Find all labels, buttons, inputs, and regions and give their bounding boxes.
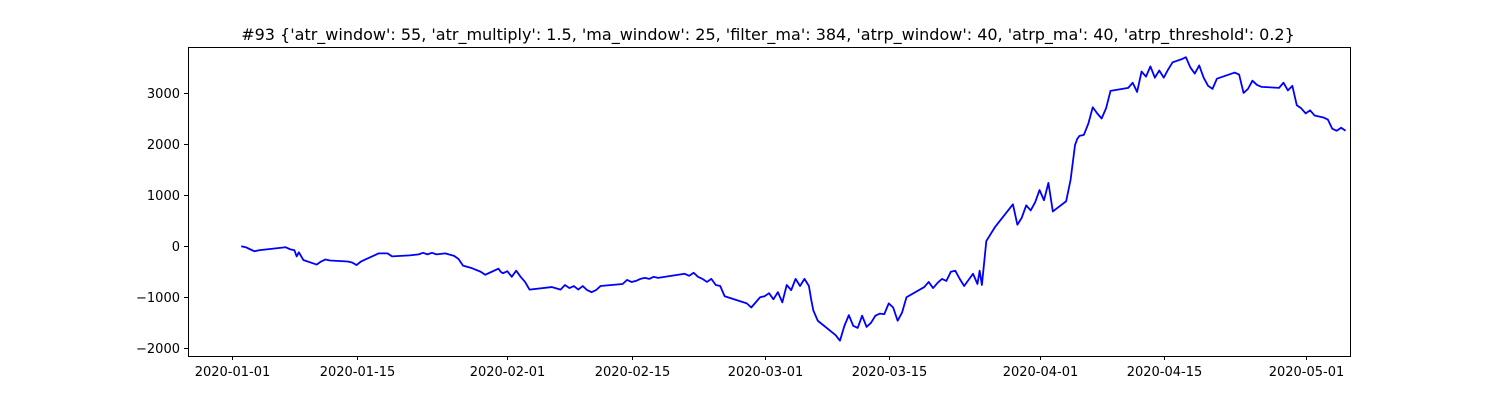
plot-frame — [188, 47, 1351, 357]
x-tick-label: 2020-04-01 — [1003, 365, 1079, 380]
y-tick-label: 0 — [172, 240, 180, 255]
x-tick-label: 2020-03-15 — [852, 365, 928, 380]
y-tick-label: 3000 — [147, 87, 180, 102]
x-tick-label: 2020-01-15 — [320, 365, 396, 380]
x-tick-label: 2020-04-15 — [1127, 365, 1203, 380]
y-tick-label: 2000 — [147, 138, 180, 153]
chart-title: #93 {'atr_window': 55, 'atr_multiply': 1… — [241, 25, 1295, 45]
x-tick-label: 2020-02-01 — [470, 365, 546, 380]
y-tick-label: −1000 — [136, 291, 180, 306]
x-axis: 2020-01-01 2020-01-15 2020-02-01 2020-02-15… — [195, 356, 1345, 380]
x-tick-label: 2020-01-01 — [195, 365, 271, 380]
x-tick-label: 2020-03-01 — [728, 365, 804, 380]
series-line — [241, 56, 1347, 342]
y-tick-label: −2000 — [136, 342, 180, 357]
x-tick-label: 2020-02-15 — [595, 365, 671, 380]
y-axis: −2000 −1000 0 1000 2000 3000 — [136, 87, 188, 357]
y-tick-label: 1000 — [147, 189, 180, 204]
x-tick-label: 2020-05-01 — [1269, 365, 1345, 380]
